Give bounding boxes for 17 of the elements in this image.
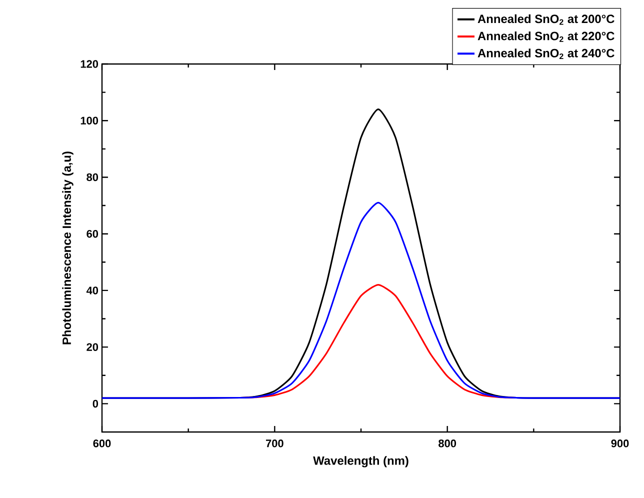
legend-label: Annealed SnO$_{2}$ at 240°C — [478, 48, 614, 60]
y-tick-label: 100 — [80, 116, 98, 124]
legend-label: Annealed SnO$_{2}$ at 200°C — [478, 14, 614, 25]
x-axis-title: Wavelength (nm) — [313, 456, 408, 468]
line-series — [102, 202, 620, 399]
x-tick-label: 900 — [611, 440, 629, 448]
x-tick-label: 700 — [266, 440, 284, 448]
y-tick-label: 80 — [86, 173, 98, 182]
y-tick-label: 0 — [92, 400, 98, 408]
legend-label: Annealed SnO$_{2}$ at 220°C — [478, 31, 614, 42]
y-tick-label: 60 — [86, 230, 98, 238]
y-tick-label: 20 — [86, 343, 98, 351]
x-tick-label: 600 — [93, 440, 111, 448]
y-axis-title: Photoluminescence Intensity (a,u) — [62, 152, 74, 344]
y-tick-label: 40 — [86, 286, 98, 294]
x-tick-label: 800 — [438, 440, 456, 448]
y-tick-label: 120 — [80, 60, 98, 68]
